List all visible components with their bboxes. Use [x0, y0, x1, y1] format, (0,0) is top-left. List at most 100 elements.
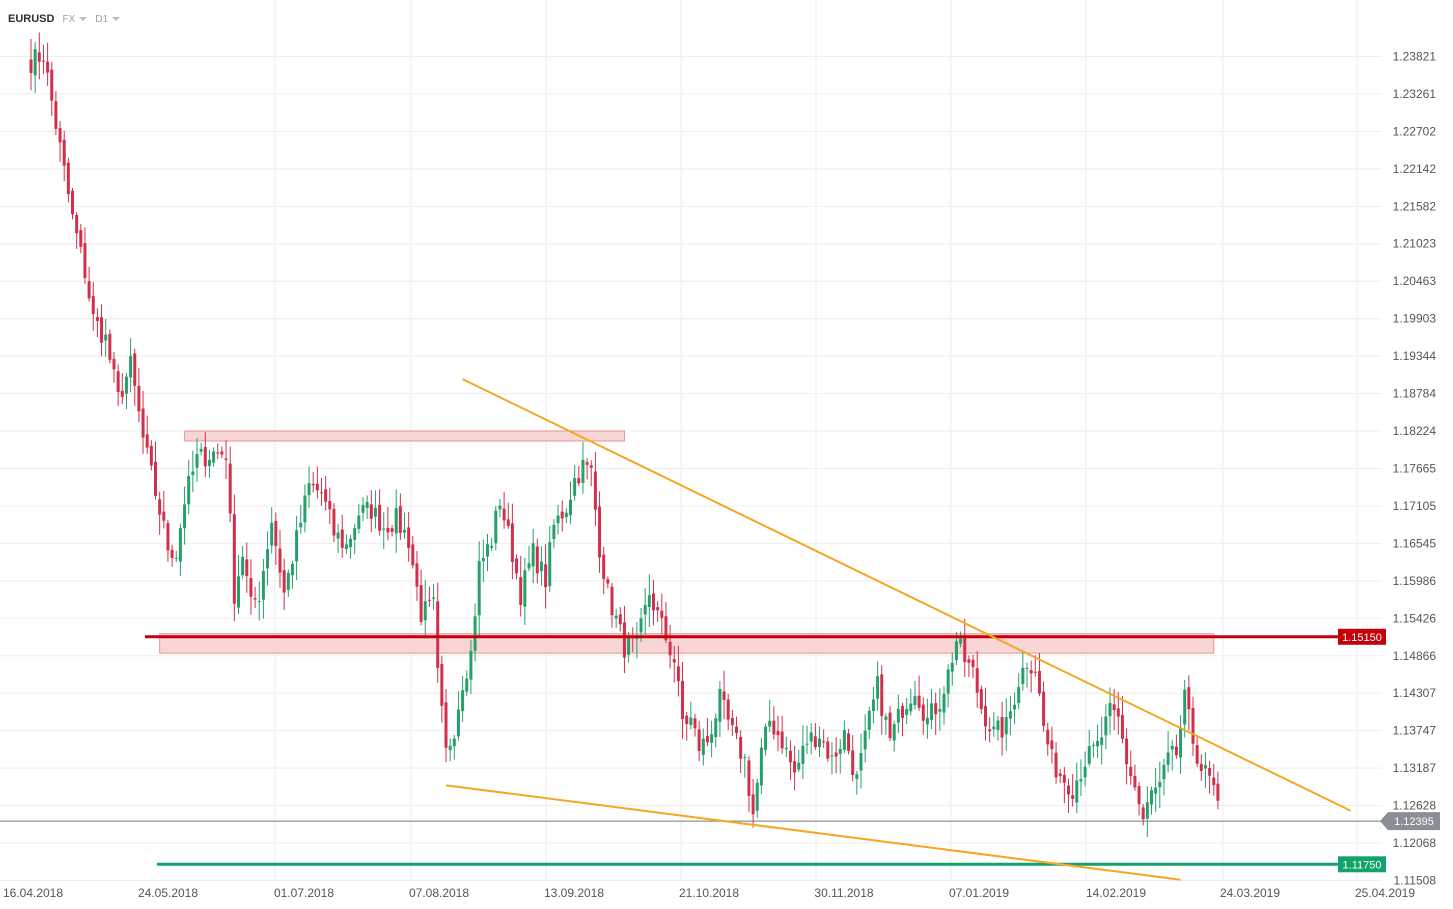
- candle-body: [784, 747, 788, 750]
- y-tick-label: 1.15986: [1393, 574, 1437, 588]
- candle-body: [386, 527, 390, 533]
- candle-body: [1008, 711, 1012, 719]
- y-tick-label: 1.15426: [1393, 611, 1437, 625]
- y-axis: 1.23821 1.23261 1.22702 1.22142 1.21582 1.210…: [1393, 50, 1437, 888]
- candle-body: [747, 760, 751, 796]
- candle-body: [888, 712, 892, 739]
- candle-body: [50, 69, 54, 101]
- candle-body: [934, 703, 938, 715]
- candle-body: [224, 458, 228, 460]
- candle-body: [751, 794, 755, 815]
- candle-body: [622, 622, 626, 658]
- candle-body: [79, 229, 83, 247]
- level-badge: [1338, 856, 1386, 873]
- candle-body: [108, 333, 112, 360]
- candle-body: [1037, 670, 1041, 694]
- candle-body: [83, 243, 87, 279]
- candle-body: [1046, 729, 1050, 745]
- symbol-label[interactable]: EURUSD: [8, 13, 55, 25]
- candle-body: [639, 618, 643, 633]
- candle-body: [315, 483, 319, 491]
- candle-body: [100, 317, 104, 343]
- x-tick-label: 07.01.2019: [949, 886, 1009, 900]
- candle-body: [332, 508, 336, 536]
- candle-body: [237, 576, 240, 608]
- candle-body: [116, 371, 120, 393]
- chevron-down-icon: [79, 17, 88, 21]
- candle-body: [390, 528, 394, 532]
- y-tick-label: 1.21582: [1393, 199, 1437, 213]
- candle-body: [344, 544, 348, 550]
- market-dropdown[interactable]: FX: [62, 14, 88, 25]
- candle-body: [647, 595, 651, 608]
- candle-body: [822, 741, 826, 743]
- y-tick-label: 1.22702: [1393, 124, 1437, 138]
- candle-body: [656, 607, 660, 611]
- candle-body: [593, 471, 597, 510]
- candle-body: [1004, 717, 1008, 735]
- candle-body: [149, 445, 153, 466]
- candle-body: [502, 508, 506, 521]
- candle-body: [328, 501, 332, 510]
- candle-body: [909, 703, 913, 712]
- candle-body: [336, 532, 340, 539]
- candle-body: [91, 295, 95, 315]
- current-price-badge: [1380, 812, 1440, 831]
- candle-body: [324, 489, 328, 502]
- candle-body: [569, 499, 572, 516]
- candles: [29, 32, 1220, 837]
- candle-body: [1179, 727, 1183, 758]
- candle-body: [913, 696, 917, 706]
- candle-body: [1216, 783, 1220, 801]
- timeframe-dropdown[interactable]: D1: [95, 14, 121, 25]
- candle-body: [203, 447, 207, 467]
- candle-body: [307, 483, 311, 496]
- candle-body: [481, 557, 485, 562]
- candle-body: [618, 614, 622, 625]
- candle-body: [726, 699, 730, 720]
- x-tick-label: 21.10.2018: [679, 886, 739, 900]
- candle-body: [1033, 671, 1037, 673]
- candle-body: [1162, 764, 1166, 780]
- candle-body: [183, 504, 187, 529]
- candle-body: [54, 101, 58, 129]
- y-tick-label: 1.18224: [1393, 424, 1437, 438]
- candle-body: [685, 715, 689, 724]
- candle-body: [905, 708, 909, 715]
- candle-body: [378, 504, 382, 531]
- candle-body: [141, 408, 145, 438]
- candle-body: [1083, 766, 1087, 778]
- candle-body: [486, 544, 489, 557]
- level-badge-label: 1.15150: [1342, 632, 1382, 644]
- candle-body: [548, 542, 552, 587]
- candle-body: [154, 461, 157, 496]
- candle-body: [29, 59, 33, 73]
- y-tick-label: 1.23261: [1393, 87, 1437, 101]
- candle-body: [282, 570, 286, 593]
- x-tick-label: 25.04.2019: [1355, 886, 1415, 900]
- candle-body: [1096, 741, 1100, 747]
- candle-body: [129, 355, 133, 378]
- candle-body: [975, 668, 979, 693]
- candle-body: [33, 49, 37, 76]
- candle-body: [801, 745, 805, 764]
- candle-body: [946, 669, 950, 694]
- candle-body: [992, 726, 996, 730]
- candle-body: [776, 731, 780, 736]
- candle-body: [1112, 704, 1116, 711]
- y-tick-label: 1.16545: [1393, 536, 1437, 550]
- candle-body: [573, 477, 577, 496]
- candle-body: [515, 558, 519, 574]
- candle-body: [780, 731, 784, 749]
- candle-body: [759, 747, 763, 786]
- candle-body: [166, 523, 170, 551]
- zones: [159, 430, 1215, 654]
- candle-body: [1017, 687, 1021, 704]
- candle-body: [71, 190, 74, 215]
- candle-body: [880, 674, 884, 716]
- x-axis: 16.04.2018 24.05.2018 01.07.2018 07.08.2018…: [3, 886, 1415, 900]
- candle-body: [556, 515, 560, 524]
- y-tick-label: 1.11508: [1394, 874, 1437, 888]
- candle-body: [863, 730, 867, 750]
